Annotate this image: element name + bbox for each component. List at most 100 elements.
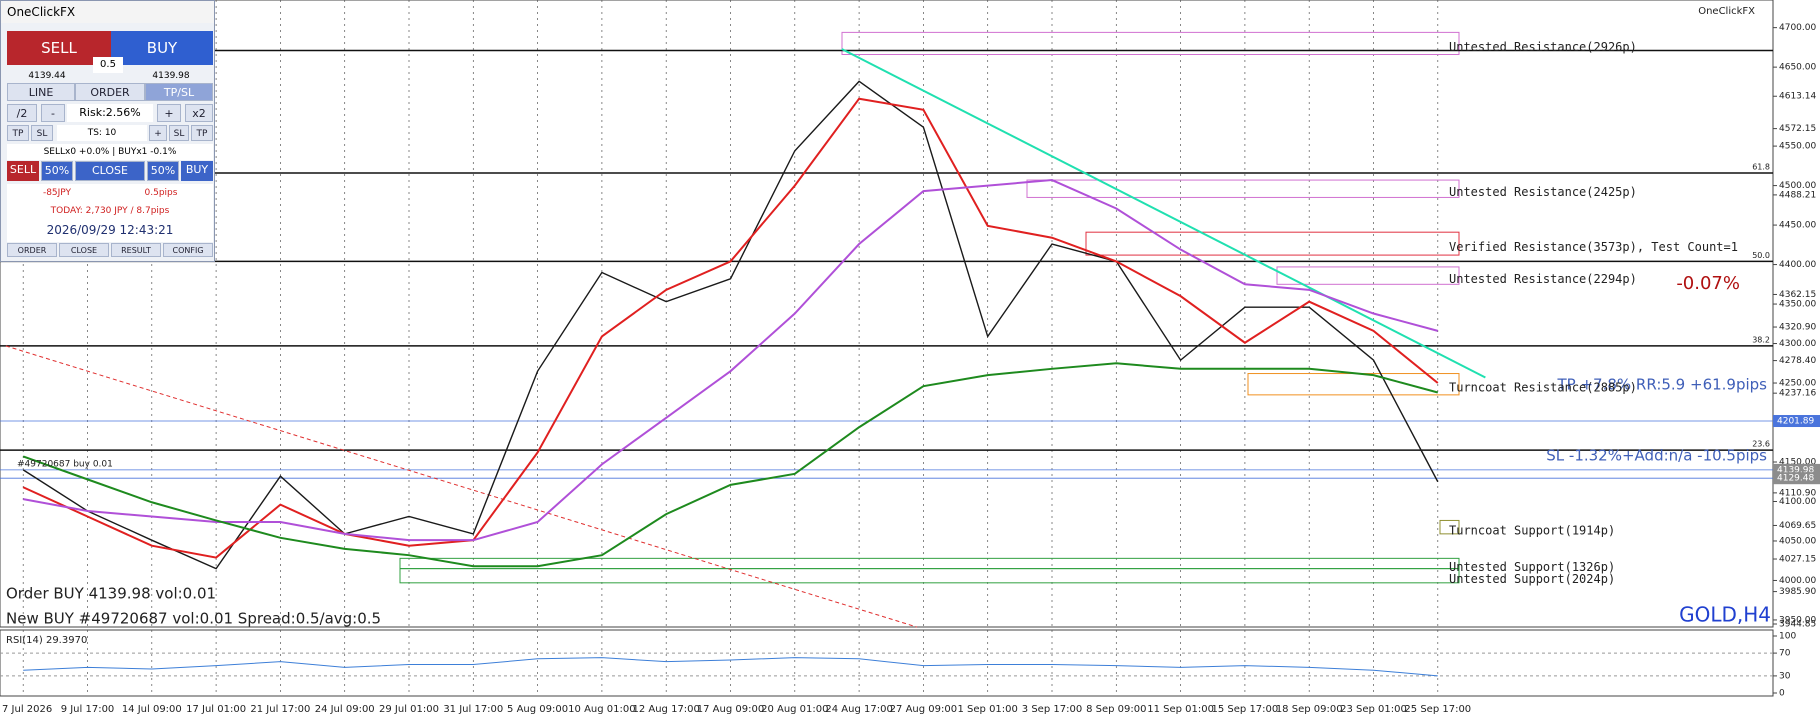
button[interactable]: 50%	[147, 161, 179, 181]
panel-title: OneClickFX	[1, 1, 214, 23]
x-tick-label: 25 Sep 17:00	[1404, 704, 1471, 715]
button[interactable]: 50%	[41, 161, 73, 181]
brand: OneClickFX	[1698, 6, 1755, 17]
rsi-title: RSI(14) 29.3970	[6, 635, 87, 646]
zone-label: Turncoat Resistance(2885p)	[1449, 381, 1637, 395]
footer-button[interactable]: CLOSE	[59, 243, 109, 257]
zone	[1085, 231, 1460, 256]
order-log: Order BUY 4139.98 vol:0.01	[6, 585, 216, 603]
info-box	[7, 184, 213, 242]
today: TODAY: 2,730 JPY / 8.7pips	[50, 206, 170, 216]
price-pane	[0, 0, 1774, 628]
zone	[841, 31, 1460, 55]
footer-button[interactable]: CONFIG	[163, 243, 213, 257]
x-tick-label: 21 Jul 17:00	[250, 704, 310, 715]
y-tick-label: 4110.90	[1779, 488, 1816, 498]
x-tick-label: 9 Jul 17:00	[61, 704, 115, 715]
button[interactable]: +	[149, 125, 167, 141]
footer-button[interactable]: ORDER	[7, 243, 57, 257]
zone	[399, 568, 1460, 584]
sl-label: SL -1.32%+Add:n/a -10.5pips	[1546, 447, 1767, 465]
y-tick-label: 4572.15	[1779, 124, 1816, 134]
x-tick-label: 1 Sep 01:00	[958, 704, 1018, 715]
button[interactable]: TP	[7, 125, 29, 141]
x-tick-label: 20 Aug 01:00	[761, 704, 828, 715]
x-tick-label: 18 Sep 09:00	[1276, 704, 1343, 715]
zone-label: Verified Resistance(3573p), Test Count=1	[1449, 240, 1738, 254]
tab[interactable]: LINE	[7, 83, 75, 101]
y-tick-label: 4320.90	[1779, 323, 1816, 333]
tab[interactable]: TP/SL	[145, 83, 213, 101]
footer-button[interactable]: RESULT	[111, 243, 161, 257]
y-tick-label: 4350.00	[1779, 300, 1816, 310]
button[interactable]: TP	[191, 125, 213, 141]
zone-label: Untested Support(1326p)	[1449, 560, 1615, 574]
button[interactable]: -	[41, 104, 65, 122]
button[interactable]: SL	[169, 125, 189, 141]
change: -0.07%	[1676, 273, 1740, 294]
rsi-tick-label: 100	[1779, 632, 1796, 642]
clock: 2026/09/29 12:43:21	[46, 223, 174, 237]
y-tick-label: 4300.00	[1779, 339, 1816, 349]
y-tick-label: 3985.90	[1779, 587, 1816, 597]
fib-label: 50.0	[1752, 251, 1770, 260]
x-tick-label: 29 Jul 01:00	[379, 704, 439, 715]
rsi-pane	[0, 629, 1774, 697]
zone-label: Untested Resistance(2926p)	[1449, 40, 1637, 54]
price-tag-label: 4201.89	[1777, 417, 1814, 427]
y-tick-label: 4250.00	[1779, 379, 1816, 389]
spread: 0.5	[93, 57, 123, 73]
button[interactable]: /2	[7, 104, 37, 122]
symbol: GOLD,H4	[1679, 603, 1771, 627]
ask: 4139.98	[152, 71, 190, 81]
price-tag	[1773, 472, 1820, 485]
x-tick-label: 17 Jul 01:00	[186, 704, 246, 715]
buy-button[interactable]: BUY	[111, 31, 213, 65]
y-tick-label: 4488.21	[1779, 190, 1816, 200]
y-tick-label: 4700.00	[1779, 23, 1816, 33]
x-tick-label: 23 Sep 01:00	[1340, 704, 1407, 715]
button[interactable]: x2	[185, 104, 213, 122]
price-line-series	[22, 97, 1439, 559]
plot	[0, 0, 1773, 696]
rsi-line	[23, 657, 1438, 677]
trendline	[841, 48, 1486, 379]
trailing-stop: TS: 10	[57, 125, 147, 141]
tab[interactable]: ORDER	[75, 83, 145, 101]
y-tick-label: 4237.16	[1779, 389, 1816, 399]
new-log: New BUY #49720687 vol:0.01 Spread:0.5/av…	[6, 610, 381, 628]
y-tick-label: 3944.85	[1779, 620, 1816, 630]
fib-label: 38.2	[1752, 335, 1770, 344]
price-line-series	[23, 179, 1439, 542]
y-tick-label: 4278.40	[1779, 356, 1816, 366]
x-tick-label: 5 Aug 09:00	[507, 704, 568, 715]
x-tick-label: 14 Jul 09:00	[122, 704, 182, 715]
x-tick-label: 3 Sep 17:00	[1022, 704, 1082, 715]
y-tick-label: 4100.00	[1779, 497, 1816, 507]
zone	[1026, 179, 1460, 198]
button[interactable]: BUY	[181, 161, 213, 181]
x-tick-label: 31 Jul 17:00	[443, 704, 503, 715]
x-tick-label: 12 Aug 17:00	[632, 704, 699, 715]
rsi-tick-label: 70	[1779, 649, 1791, 659]
x-tick-label: 27 Aug 09:00	[890, 704, 957, 715]
button[interactable]: SL	[31, 125, 53, 141]
zone	[1247, 373, 1460, 396]
y-tick-label: 4400.00	[1779, 260, 1816, 270]
price-tag-label: 4139.98	[1777, 465, 1814, 475]
price-tag	[1773, 415, 1820, 428]
y-tick-label: 4362.15	[1779, 290, 1816, 300]
y-tick-label: 4027.15	[1779, 555, 1816, 565]
button[interactable]: SELL	[7, 161, 39, 181]
button[interactable]: +	[157, 104, 181, 122]
price-line-series	[22, 80, 1439, 570]
y-tick-label: 4450.00	[1779, 221, 1816, 231]
positions: SELLx0 +0.0% | BUYx1 -0.1%	[7, 144, 213, 160]
y-tick-label: 4500.00	[1779, 181, 1816, 191]
button[interactable]: CLOSE	[75, 161, 145, 181]
sell-button[interactable]: SELL	[7, 31, 111, 65]
zone	[1439, 519, 1460, 535]
zone-label: Untested Resistance(2425p)	[1449, 185, 1637, 199]
